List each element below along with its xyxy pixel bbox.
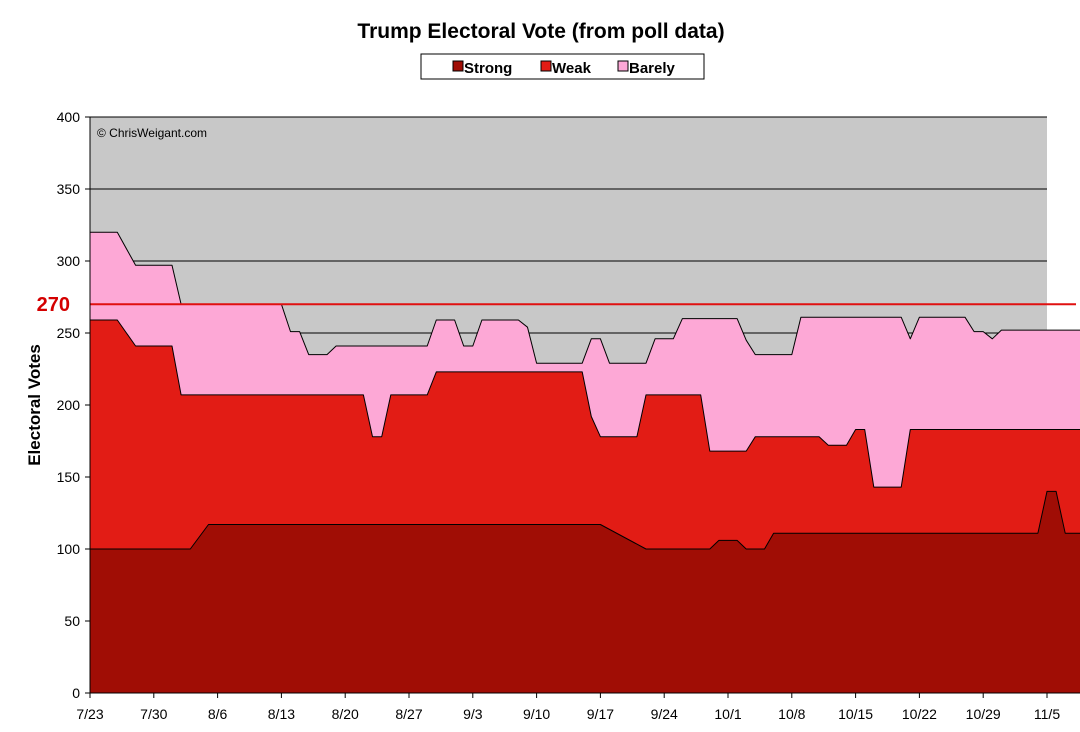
y-tick-label: 300 xyxy=(57,253,81,269)
reference-line-label: 270 xyxy=(37,294,70,316)
x-tick-label: 9/3 xyxy=(463,706,483,722)
x-tick-label: 7/23 xyxy=(76,706,103,722)
y-tick-label: 0 xyxy=(72,685,80,701)
legend-label: Barely xyxy=(629,60,676,77)
x-tick-label: 10/22 xyxy=(902,706,937,722)
x-tick-label: 10/29 xyxy=(966,706,1001,722)
legend-label: Weak xyxy=(552,60,592,77)
legend-label: Strong xyxy=(464,60,512,77)
x-tick-label: 8/6 xyxy=(208,706,228,722)
x-tick-label: 11/5 xyxy=(1034,706,1060,722)
y-tick-label: 350 xyxy=(57,181,81,197)
x-tick-label: 9/24 xyxy=(651,706,678,722)
x-tick-label: 10/1 xyxy=(714,706,741,722)
x-tick-label: 8/20 xyxy=(332,706,359,722)
stacked-area-layers xyxy=(89,231,1080,694)
y-tick-label: 50 xyxy=(64,613,80,629)
watermark: © ChrisWeigant.com xyxy=(97,126,207,140)
x-tick-label: 9/17 xyxy=(587,706,614,722)
x-tick-label: 8/27 xyxy=(395,706,422,722)
x-tick-label: 9/10 xyxy=(523,706,550,722)
legend-frame xyxy=(420,53,705,80)
y-tick-label: 250 xyxy=(57,325,81,341)
x-tick-label: 7/30 xyxy=(140,706,167,722)
legend-items: Strong Weak Barely xyxy=(452,60,676,77)
y-tick-label: 200 xyxy=(57,397,81,413)
legend-swatch xyxy=(540,60,552,72)
y-axis-ticks: 0 50 100 150 200 250 300 350 400 xyxy=(57,109,90,701)
legend: Strong Weak Barely xyxy=(420,53,705,80)
y-axis-title: Electoral Votes xyxy=(25,344,44,466)
strong-area xyxy=(89,490,1080,694)
x-tick-label: 10/8 xyxy=(778,706,805,722)
chart-title: Trump Electoral Vote (from poll data) xyxy=(357,20,724,43)
y-tick-label: 100 xyxy=(57,541,81,557)
y-tick-label: 400 xyxy=(57,109,81,125)
legend-swatch xyxy=(452,60,464,72)
x-tick-label: 10/15 xyxy=(838,706,873,722)
y-tick-label: 150 xyxy=(57,469,81,485)
x-axis-ticks: 7/23 7/30 8/6 8/13 8/20 8/27 9/3 9/10 9/17 9/24 10… xyxy=(76,693,1060,722)
reference-line: 270 xyxy=(37,294,1076,316)
x-tick-label: 8/13 xyxy=(268,706,295,722)
legend-swatch xyxy=(617,60,629,72)
